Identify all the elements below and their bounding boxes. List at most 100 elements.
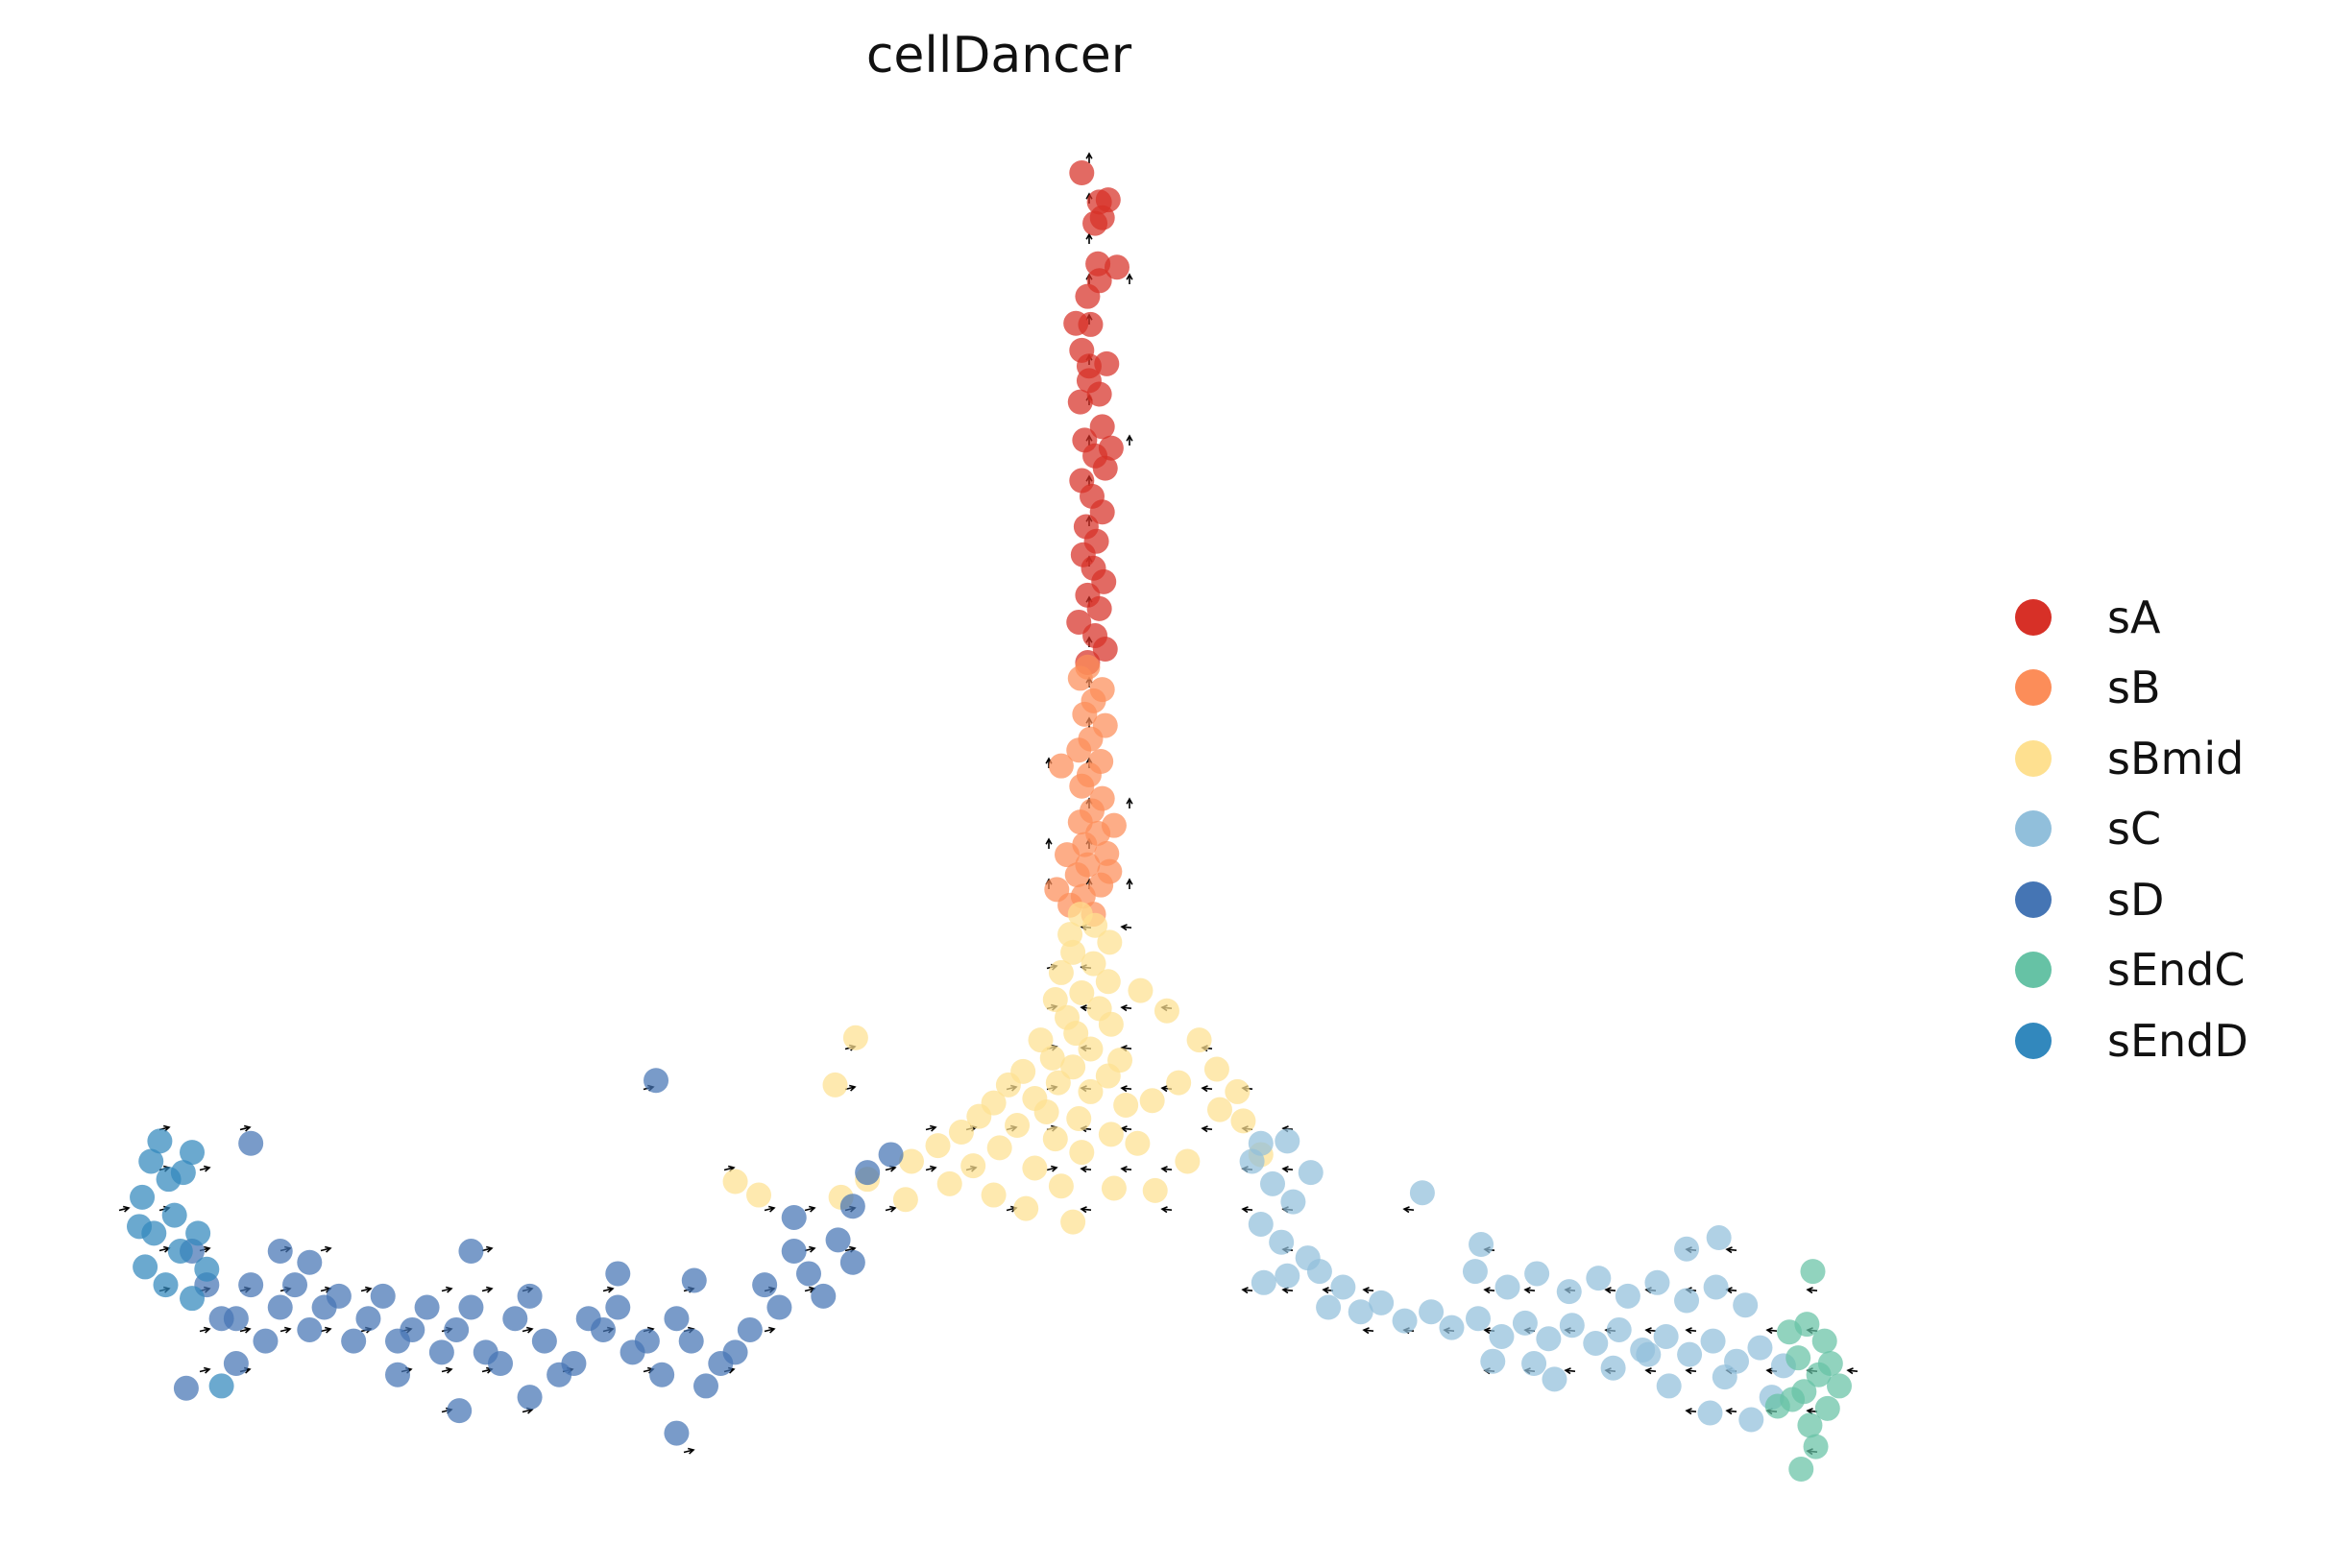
data-point-sC	[1674, 1288, 1700, 1314]
legend-label: sEndD	[2107, 1014, 2248, 1067]
velocity-arrow	[1121, 926, 1132, 929]
data-point-sD	[644, 1068, 669, 1094]
data-point-sC	[1480, 1348, 1506, 1374]
data-point-sC	[1559, 1313, 1585, 1339]
data-point-sA	[1086, 381, 1112, 407]
velocity-arrowhead	[1126, 797, 1133, 805]
velocity-arrow	[885, 1167, 896, 1171]
data-point-sD	[855, 1160, 881, 1186]
data-point-sD	[664, 1420, 690, 1446]
data-point-sD	[531, 1328, 557, 1354]
velocity-arrow	[1081, 1168, 1092, 1170]
data-point-sD	[414, 1294, 440, 1320]
velocity-arrowhead	[364, 1286, 373, 1293]
data-point-sEndC	[1817, 1351, 1843, 1377]
data-point-sC	[1700, 1328, 1726, 1354]
data-point-sEndC	[1811, 1328, 1837, 1354]
data-point-sBmid	[995, 1072, 1021, 1098]
velocity-arrow	[764, 1328, 775, 1333]
velocity-arrowhead	[162, 1124, 171, 1132]
data-point-sEndC	[1764, 1393, 1790, 1419]
velocity-arrowhead	[203, 1245, 211, 1253]
legend-label: sEndC	[2107, 944, 2246, 997]
velocity-arrowhead	[1241, 1287, 1249, 1294]
data-point-sC	[1260, 1170, 1285, 1196]
velocity-arrow	[925, 1167, 936, 1171]
legend-item-sA: sA	[2015, 582, 2248, 653]
velocity-arrow	[1081, 1208, 1092, 1211]
data-point-sC	[1733, 1292, 1759, 1318]
velocity-arrowhead	[485, 1286, 494, 1293]
velocity-arrow	[1686, 1369, 1697, 1372]
data-point-sBmid	[1066, 1106, 1092, 1132]
data-point-sEndC	[1800, 1259, 1826, 1285]
data-point-sC	[1636, 1341, 1662, 1367]
velocity-arrow	[1242, 1208, 1253, 1211]
velocity-arrow	[1046, 1167, 1057, 1171]
data-point-sC	[1536, 1326, 1562, 1352]
data-point-sEndD	[161, 1202, 187, 1228]
data-point-sBmid	[1078, 1078, 1104, 1104]
velocity-arrow	[844, 1247, 856, 1252]
legend-marker	[2015, 739, 2052, 777]
data-point-sB	[1066, 737, 1092, 763]
data-point-sBmid	[1048, 1173, 1074, 1199]
data-point-sBmid	[1063, 1021, 1089, 1047]
velocity-arrow	[481, 1288, 493, 1292]
data-point-sC	[1251, 1269, 1276, 1295]
data-point-sA	[1104, 254, 1130, 280]
data-point-sBmid	[1095, 1063, 1121, 1089]
velocity-arrow	[1121, 1087, 1132, 1090]
velocity-arrowhead	[808, 1205, 816, 1213]
data-point-sD	[878, 1142, 904, 1168]
velocity-arrow	[1121, 1168, 1132, 1170]
data-point-sBmid	[1028, 1027, 1054, 1053]
velocity-arrow	[1242, 1289, 1253, 1291]
data-point-sBmid	[1082, 912, 1108, 938]
data-point-sBmid	[960, 1153, 986, 1179]
data-point-sD	[173, 1375, 199, 1401]
data-point-sC	[1697, 1400, 1723, 1426]
data-point-sBmid	[1154, 998, 1179, 1024]
velocity-arrow	[360, 1288, 372, 1292]
data-point-sC	[1489, 1323, 1515, 1349]
data-point-sC	[1275, 1263, 1300, 1289]
data-point-sD	[517, 1283, 543, 1309]
data-point-sD	[458, 1294, 484, 1320]
data-point-sEndD	[194, 1256, 220, 1282]
velocity-arrowhead	[1085, 152, 1093, 159]
data-point-sD	[458, 1239, 484, 1265]
data-point-sBmid	[1042, 987, 1068, 1013]
data-point-sA	[1085, 251, 1111, 277]
data-point-sC	[1738, 1407, 1764, 1433]
data-point-sEndD	[153, 1272, 179, 1298]
data-point-sBmid	[1013, 1195, 1039, 1221]
data-point-sD	[444, 1316, 470, 1342]
data-point-sD	[341, 1328, 367, 1354]
data-point-sBmid	[948, 1120, 974, 1146]
velocity-arrowhead	[243, 1124, 252, 1132]
velocity-arrow	[522, 1409, 533, 1413]
data-point-sC	[1524, 1261, 1550, 1287]
velocity-arrowhead	[324, 1326, 332, 1334]
data-point-sA	[1063, 310, 1089, 336]
legend-marker	[2015, 598, 2052, 636]
velocity-arrow	[441, 1368, 452, 1373]
data-point-sBmid	[1206, 1097, 1232, 1122]
data-point-sD	[370, 1283, 396, 1309]
data-point-sBmid	[981, 1182, 1007, 1208]
velocity-arrowhead	[1725, 1246, 1733, 1254]
velocity-arrow	[199, 1328, 210, 1333]
data-point-sD	[781, 1204, 807, 1230]
velocity-arrowhead	[1201, 1125, 1208, 1133]
data-point-sD	[575, 1306, 601, 1332]
velocity-arrowhead	[1362, 1327, 1370, 1335]
velocity-arrow	[279, 1328, 291, 1333]
data-point-sB	[1097, 858, 1123, 884]
data-point-sEndD	[147, 1128, 173, 1154]
legend-label: sD	[2107, 873, 2165, 926]
data-point-sD	[297, 1249, 323, 1275]
velocity-arrow	[1484, 1289, 1495, 1291]
velocity-arrow	[199, 1167, 210, 1171]
velocity-arrowhead	[1126, 878, 1133, 885]
